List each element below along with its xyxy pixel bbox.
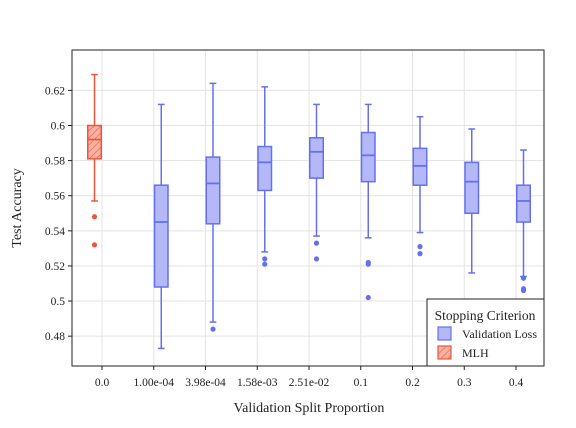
outlier-point: [520, 275, 527, 281]
outlier-point: [91, 214, 98, 220]
box-validation-loss: [464, 128, 480, 274]
outlier-point: [262, 261, 268, 267]
outlier-point: [262, 256, 268, 262]
y-tick-label: 0.58: [45, 156, 65, 168]
iqr-box: [309, 137, 324, 179]
box-validation-loss: [516, 149, 531, 294]
legend-title: Stopping Criterion: [435, 308, 536, 323]
x-tick-label: 0.4: [509, 377, 524, 389]
y-tick-label: 0.62: [45, 85, 65, 97]
x-axis: 0.0 1.00e-04 3.98e-04 1.58e-03 2.51e-02 0.1 0.…: [95, 366, 524, 389]
legend-swatch-validation-loss: [437, 326, 452, 341]
outlier-point: [365, 261, 371, 267]
iqr-box: [516, 184, 531, 223]
box-mlh: [87, 73, 102, 248]
x-tick-label: 1.58e-03: [237, 377, 278, 389]
outlier-point: [365, 294, 371, 301]
y-tick-label: 0.6: [51, 120, 66, 132]
legend-label-mlh: MLH: [462, 346, 489, 360]
outlier-point: [417, 244, 423, 250]
box-series-group: [87, 73, 531, 350]
y-tick-label: 0.54: [45, 226, 65, 238]
box-validation-loss: [153, 103, 169, 350]
y-axis: 0.48 0.5 0.52 0.54 0.56 0.58 0.6 0.62: [45, 85, 72, 343]
box-validation-loss: [309, 103, 324, 262]
x-tick-label: 0.3: [457, 377, 472, 389]
outlier-point: [210, 326, 216, 332]
iqr-box: [257, 145, 273, 192]
box-validation-loss: [412, 115, 428, 257]
iqr-box: [205, 156, 221, 225]
y-tick-label: 0.48: [45, 331, 65, 343]
plot-frame: [71, 49, 545, 367]
box-validation-loss: [257, 86, 273, 267]
legend-swatch-mlh: [437, 345, 452, 360]
x-axis-title: Validation Split Proportion: [234, 401, 385, 416]
iqr-box: [153, 184, 169, 288]
iqr-box: [464, 161, 480, 215]
outlier-point: [520, 287, 527, 294]
x-tick-label: 3.98e-04: [185, 377, 226, 389]
outlier-point: [313, 240, 320, 246]
box-validation-loss: [205, 82, 221, 332]
iqr-box: [360, 131, 376, 183]
outlier-point: [417, 251, 423, 257]
x-tick-label: 0.2: [405, 377, 420, 389]
x-tick-label: 1.00e-04: [133, 377, 174, 389]
y-tick-label: 0.5: [51, 296, 66, 308]
iqr-box: [87, 124, 102, 160]
y-tick-label: 0.56: [45, 191, 65, 203]
x-tick-label: 0.0: [95, 377, 110, 389]
box-validation-loss: [360, 103, 376, 301]
legend: Stopping Criterion Validation Loss MLH: [426, 298, 545, 367]
y-tick-label: 0.52: [45, 261, 65, 273]
outlier-point: [91, 242, 98, 248]
y-axis-title: Test Accuracy: [10, 168, 25, 247]
x-tick-label: 0.1: [354, 377, 369, 389]
legend-label-validation-loss: Validation Loss: [462, 327, 537, 341]
outlier-point: [313, 256, 320, 262]
x-tick-label: 2.51e-02: [289, 377, 330, 389]
